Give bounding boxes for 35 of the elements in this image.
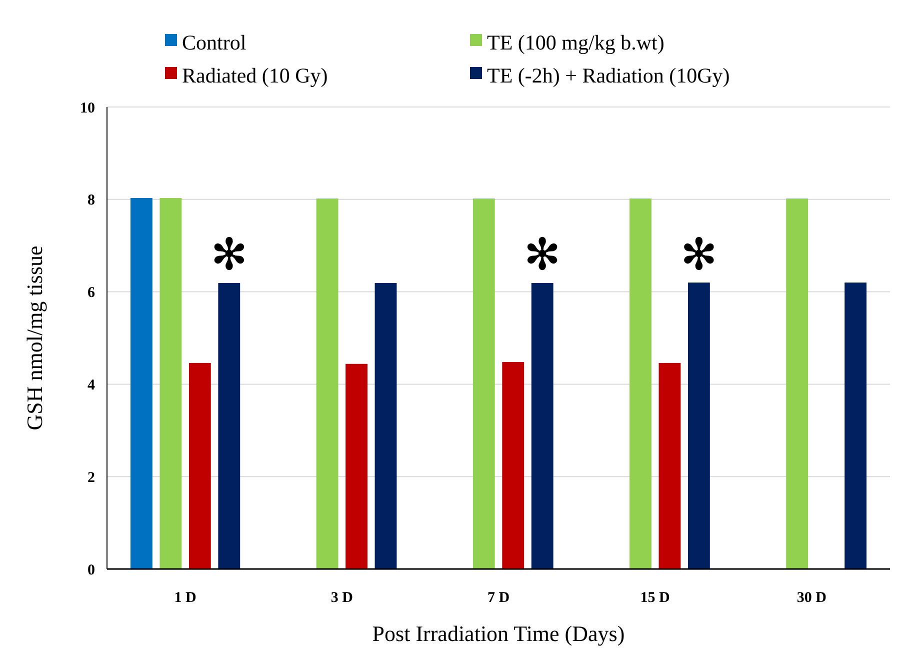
y-tick-label: 0 — [88, 562, 95, 578]
y-tick-label: 8 — [88, 192, 95, 209]
bar — [658, 362, 681, 569]
x-tick-label: 3 D — [330, 590, 354, 606]
bar — [160, 198, 182, 569]
x-tick-label: 7 D — [487, 590, 510, 606]
bar — [688, 282, 710, 569]
bar — [502, 362, 524, 569]
bar — [188, 362, 211, 569]
y-tick-label: 6 — [88, 285, 96, 302]
bar — [786, 198, 808, 569]
bar — [218, 283, 240, 569]
bar — [844, 282, 867, 569]
x-tick-label: 30 D — [796, 590, 827, 606]
legend-label: Radiated (10 Gy) — [182, 63, 328, 88]
bar — [346, 364, 368, 569]
y-tick-label: 10 — [80, 100, 95, 116]
annotation: ✻ — [680, 229, 718, 280]
bar — [630, 198, 652, 569]
y-tick-label: 4 — [88, 377, 96, 394]
legend-label: Control — [182, 30, 246, 54]
annotation: ✻ — [210, 229, 248, 280]
annotation: ✻ — [524, 229, 561, 280]
legend-label: TE (100 mg/kg b.wt) — [487, 30, 664, 54]
bar — [472, 198, 495, 569]
legend-label: TE (-2h) + Radiation (10Gy) — [487, 63, 730, 88]
y-tick-label: 2 — [88, 470, 95, 486]
x-axis-title: Post Irradiation Time (Days) — [372, 621, 625, 646]
bar — [130, 198, 152, 569]
bar — [316, 198, 338, 569]
bar — [374, 283, 397, 569]
bar — [531, 283, 554, 569]
x-tick-label: 15 D — [640, 590, 670, 606]
y-axis-title: GSH nmol/mg tissue — [22, 246, 47, 430]
x-tick-label: 1 D — [174, 590, 197, 606]
